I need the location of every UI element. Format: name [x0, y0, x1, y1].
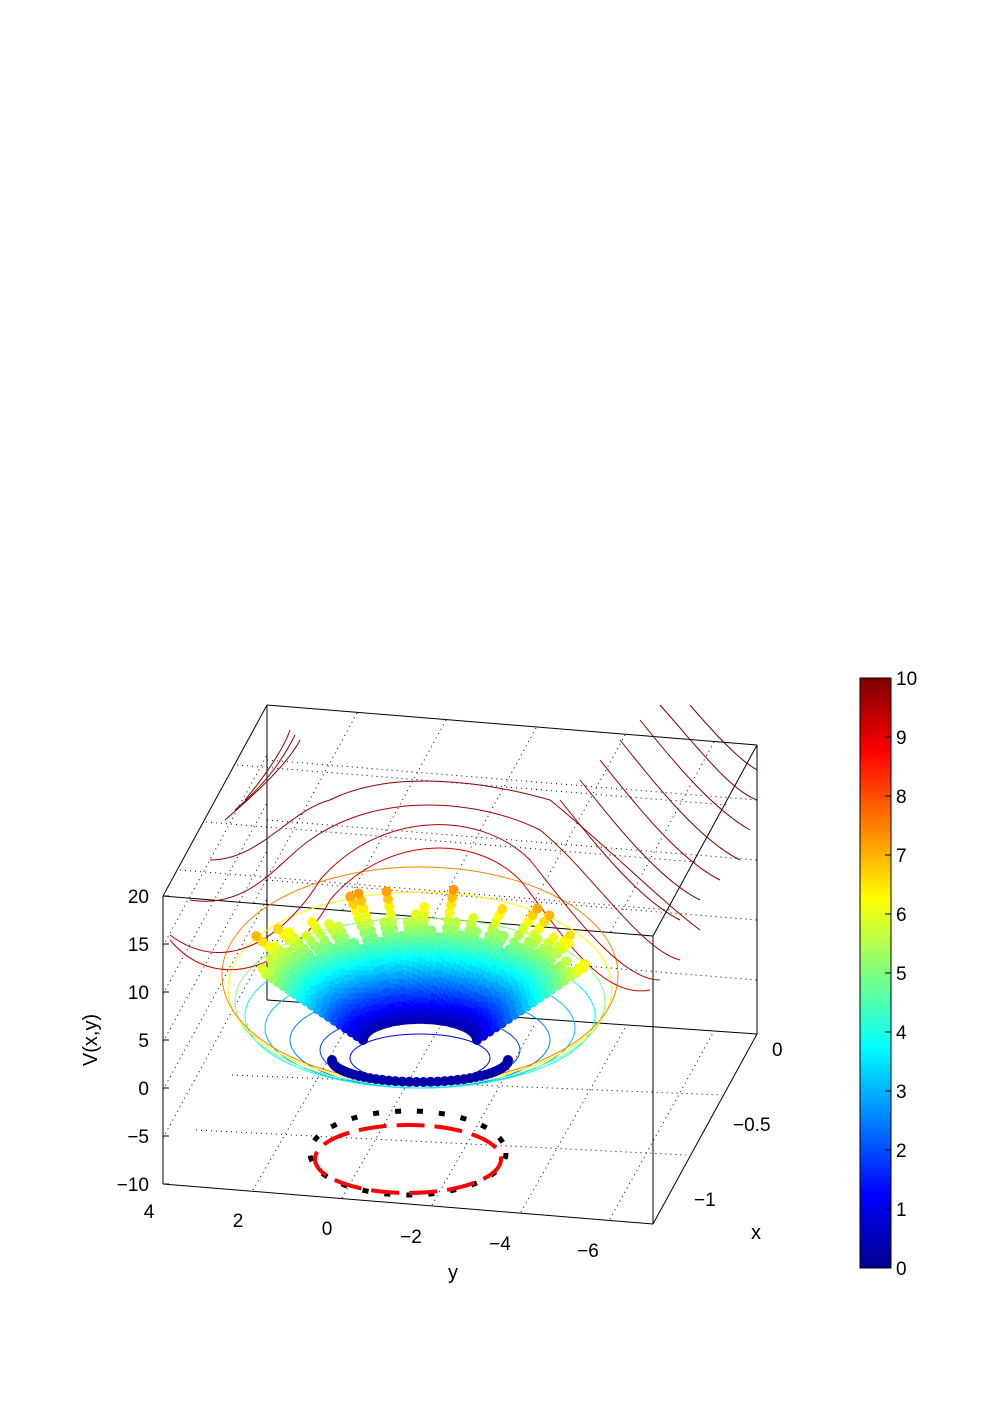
- colorbar-tick-label: 2: [896, 1141, 907, 1162]
- trajectory-point: [307, 917, 317, 928]
- colorbar-tick-label: 1: [896, 1200, 907, 1221]
- colorbar-tick-label: 10: [896, 669, 917, 690]
- x-tick-label: 0: [772, 1040, 783, 1061]
- trajectory-point: [532, 934, 543, 945]
- trajectory-point: [273, 923, 284, 934]
- trajectory-point: [284, 927, 294, 938]
- trajectory-point: [384, 901, 395, 912]
- trajectory-point: [379, 917, 390, 928]
- surface-contours: [169, 704, 758, 1089]
- z-tick-label: −10: [117, 1175, 149, 1196]
- z-axis: 20 15 10 5 0 −5 −10 V(x,y): [80, 887, 169, 1196]
- y-tick-label: −6: [577, 1241, 599, 1262]
- trajectory-point: [410, 909, 421, 920]
- trajectory-point: [388, 924, 399, 935]
- trajectory-point: [447, 892, 458, 903]
- trajectory-point: [404, 1076, 415, 1087]
- colorbar-tick-label: 8: [896, 787, 907, 808]
- trajectory-point: [251, 931, 262, 942]
- trajectory-point: [383, 894, 393, 904]
- trajectory-point: [387, 916, 397, 927]
- trajectory-point: [349, 937, 360, 948]
- y-tick-label: 0: [322, 1219, 333, 1240]
- colorbar-tick-label: 5: [896, 964, 907, 985]
- trajectory-points: [251, 884, 590, 1087]
- trajectory-point: [269, 941, 280, 952]
- trajectory-point: [282, 947, 293, 958]
- colorbar-tick-label: 6: [896, 905, 907, 926]
- trajectory-point: [563, 938, 574, 949]
- trajectory-point: [403, 917, 413, 928]
- trajectory-point: [544, 910, 555, 921]
- trajectory-point: [324, 919, 335, 930]
- y-axis: 4 2 0 −2 −4 −6 y: [144, 1202, 599, 1284]
- trajectory-point: [389, 931, 400, 942]
- x-axis-label: x: [751, 1222, 761, 1244]
- trajectory-point: [397, 1076, 408, 1087]
- y-tick-label: −4: [489, 1234, 511, 1255]
- trajectory-point: [548, 932, 559, 943]
- x-tick-label: −1: [694, 1190, 716, 1211]
- trajectory-point: [564, 930, 575, 941]
- trajectory-point: [444, 907, 455, 918]
- z-tick-label: 10: [128, 983, 149, 1004]
- trajectory-point: [353, 888, 364, 899]
- trajectory-point: [577, 963, 588, 974]
- trajectory-point: [257, 963, 268, 974]
- x-tick-label: −0.5: [733, 1115, 771, 1136]
- trajectory-point: [425, 1076, 436, 1087]
- trajectory-point: [385, 909, 396, 920]
- colorbar: 10 9 8 7 6 5 4 3 2 1 0: [859, 669, 917, 1280]
- trajectory-point: [301, 930, 312, 941]
- y-tick-label: 4: [144, 1202, 155, 1223]
- z-axis-label: V(x,y): [80, 1014, 102, 1066]
- projected-ring-outer: [307, 1108, 509, 1198]
- trajectory-point: [450, 917, 461, 928]
- colorbar-tick-label: 0: [896, 1259, 907, 1280]
- y-axis-label: y: [448, 1262, 458, 1284]
- trajectory-point: [561, 956, 572, 967]
- trajectory-point: [498, 930, 509, 941]
- z-tick-label: 5: [138, 1031, 149, 1052]
- trajectory-point: [418, 1077, 429, 1087]
- trajectory-point: [345, 891, 356, 902]
- y-tick-label: −2: [400, 1227, 422, 1248]
- z-tick-label: 15: [128, 935, 149, 956]
- trajectory-point: [443, 915, 454, 926]
- trajectory-point: [468, 912, 479, 923]
- trajectory-point: [448, 884, 459, 895]
- trajectory-point: [503, 1055, 513, 1065]
- trajectory-point: [433, 932, 443, 943]
- trajectory-point: [333, 921, 344, 932]
- z-tick-label: −5: [127, 1127, 149, 1148]
- trajectory-point: [381, 886, 392, 897]
- trajectory-point: [532, 903, 543, 914]
- colorbar-tick-label: 4: [896, 1023, 907, 1044]
- trajectory-point: [411, 1077, 422, 1087]
- trajectory-point: [446, 900, 456, 910]
- colorbar-tick-label: 9: [896, 728, 907, 749]
- colorbar-tick-label: 3: [896, 1082, 907, 1103]
- projected-ring-inner: [313, 1123, 503, 1195]
- x-axis: 0 −0.5 −1 x: [694, 1040, 783, 1244]
- z-tick-label: 20: [128, 887, 149, 908]
- trajectory-point: [426, 925, 437, 936]
- z-tick-label: 0: [138, 1079, 149, 1100]
- trajectory-point: [471, 926, 482, 937]
- colorbar-tick-label: 7: [896, 846, 907, 867]
- trajectory-point: [257, 936, 268, 947]
- y-tick-label: 2: [233, 1211, 244, 1232]
- trajectory-point: [497, 904, 508, 914]
- trajectory-point: [419, 902, 430, 913]
